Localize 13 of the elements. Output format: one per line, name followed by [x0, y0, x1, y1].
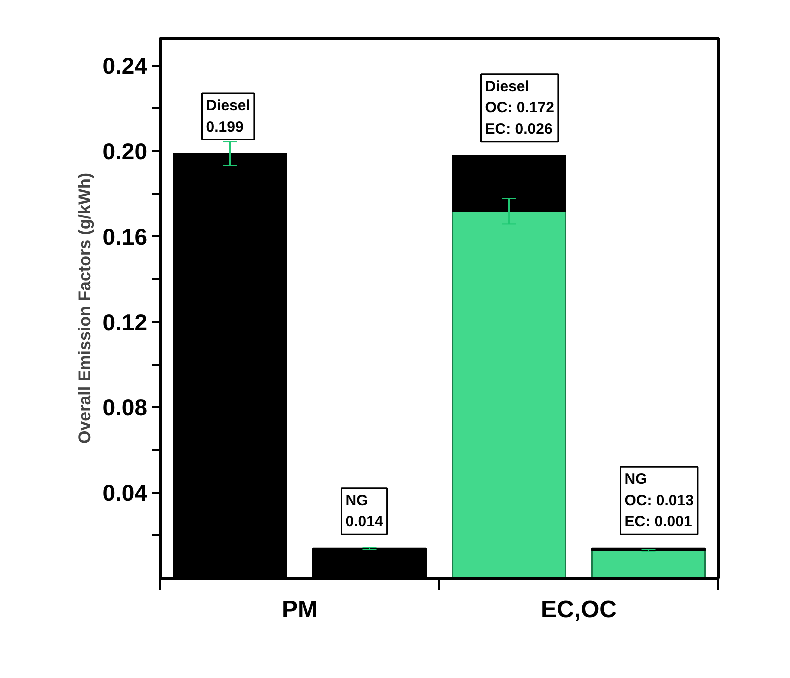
- y-tick-label: 0.08: [102, 394, 148, 421]
- text: PM: [282, 596, 318, 624]
- y-tick-label: 0.20: [102, 138, 148, 165]
- text: EC,OC: [540, 596, 618, 624]
- annotation: NG 0.014: [346, 492, 384, 531]
- y-tick-label: 0.16: [102, 224, 148, 250]
- annotation: NG OC: 0.013 EC: 0.001: [624, 471, 694, 531]
- annotation: Diesel 0.199: [206, 98, 250, 136]
- annotation: Diesel OC: 0.172 EC: 0.026: [485, 78, 554, 138]
- y-tick-label: 0.04: [102, 480, 148, 506]
- y-tick-label: 0.12: [102, 309, 148, 336]
- y-axis-title: Overall Emission Factors (g/kWh): [76, 172, 95, 444]
- y-tick-label: 0.24: [102, 53, 148, 80]
